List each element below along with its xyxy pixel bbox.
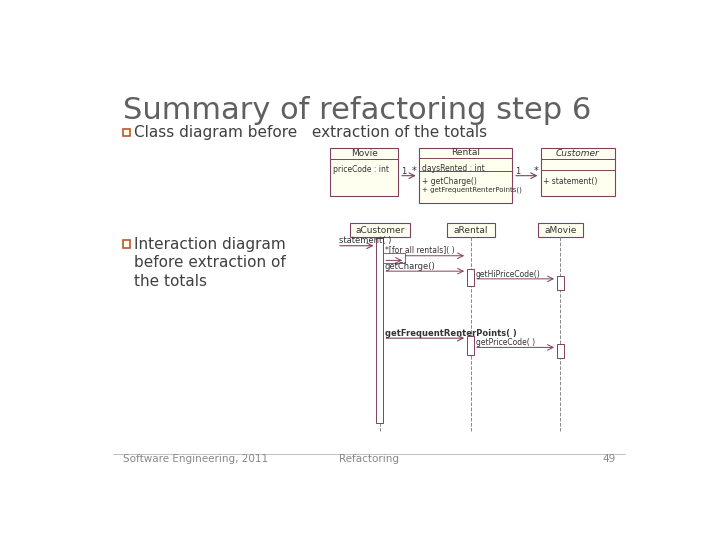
Bar — [557, 276, 564, 289]
FancyBboxPatch shape — [350, 224, 410, 237]
Text: + getFrequentRenterPoints(): + getFrequentRenterPoints() — [422, 186, 521, 193]
Text: the totals: the totals — [134, 274, 207, 289]
Bar — [467, 269, 474, 286]
Text: + statement(): + statement() — [544, 177, 598, 186]
Text: Movie: Movie — [351, 149, 378, 158]
Bar — [377, 238, 383, 423]
Text: Customer: Customer — [556, 149, 600, 158]
Text: Summary of refactoring step 6: Summary of refactoring step 6 — [122, 96, 591, 125]
Text: aCustomer: aCustomer — [355, 226, 405, 235]
Text: daysRented : int: daysRented : int — [422, 164, 485, 173]
Text: Refactoring: Refactoring — [339, 454, 399, 464]
FancyBboxPatch shape — [446, 224, 495, 237]
Text: Rental: Rental — [451, 148, 480, 158]
Text: getPriceCode( ): getPriceCode( ) — [476, 338, 535, 347]
FancyBboxPatch shape — [330, 148, 398, 195]
FancyBboxPatch shape — [538, 224, 583, 237]
Text: getCharge(): getCharge() — [385, 262, 436, 271]
Text: *: * — [534, 166, 538, 176]
Text: 1: 1 — [515, 167, 520, 176]
Bar — [122, 240, 130, 248]
Text: 49: 49 — [602, 454, 616, 464]
Text: getHiPriceCode(): getHiPriceCode() — [476, 269, 540, 279]
Bar — [467, 336, 474, 355]
Bar — [383, 253, 405, 262]
Bar — [557, 345, 564, 358]
FancyBboxPatch shape — [541, 148, 615, 195]
Text: *: * — [412, 166, 416, 176]
Text: *[for all rentals]( ): *[for all rentals]( ) — [385, 246, 454, 255]
Text: Software Engineering, 2011: Software Engineering, 2011 — [122, 454, 268, 464]
Text: statement( ): statement( ) — [339, 237, 391, 246]
Bar — [122, 129, 130, 137]
Text: getFrequentRenterPoints( ): getFrequentRenterPoints( ) — [385, 329, 517, 338]
Text: 1: 1 — [401, 167, 406, 176]
FancyBboxPatch shape — [419, 148, 513, 204]
Text: Interaction diagram: Interaction diagram — [134, 237, 286, 252]
Text: priceCode : int: priceCode : int — [333, 165, 389, 174]
Text: aMovie: aMovie — [544, 226, 577, 235]
Text: before extraction of: before extraction of — [134, 255, 286, 270]
Text: aRental: aRental — [454, 226, 487, 235]
Text: + getCharge(): + getCharge() — [422, 177, 477, 186]
Text: Class diagram before   extraction of the totals: Class diagram before extraction of the t… — [134, 125, 487, 140]
